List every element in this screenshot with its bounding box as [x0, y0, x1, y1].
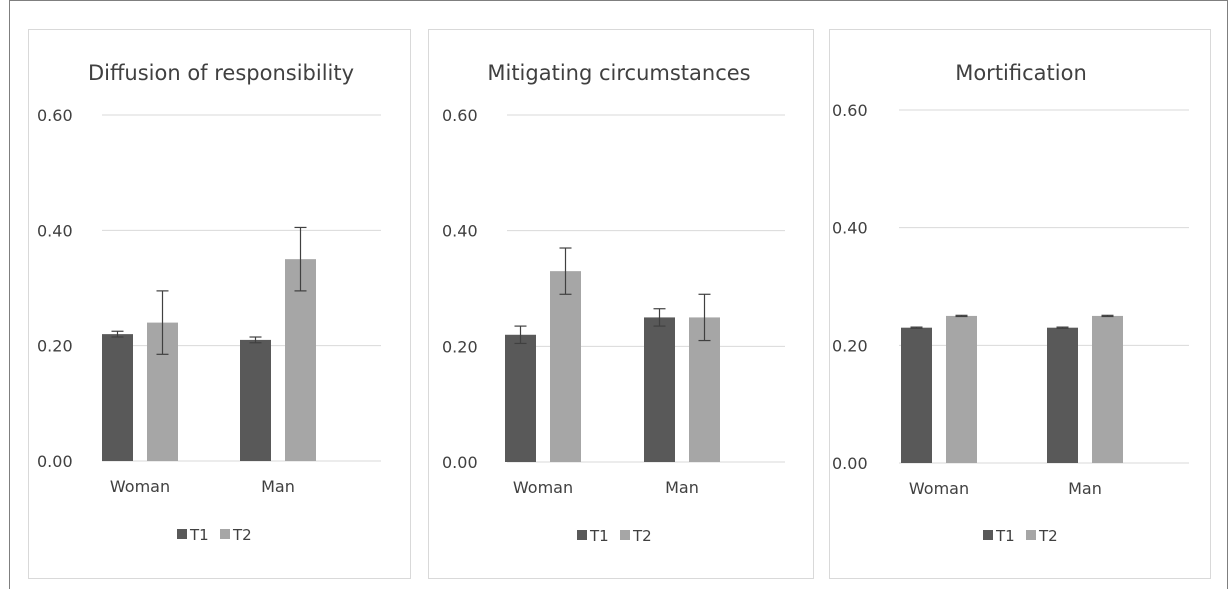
legend-label-t2: T2	[1038, 527, 1058, 545]
y-tick-label: 0.40	[442, 222, 478, 241]
bar-t1-man	[1047, 327, 1078, 463]
x-category-label: Woman	[110, 477, 170, 496]
x-category-label: Woman	[909, 479, 969, 498]
legend-swatch-t2	[1026, 530, 1036, 540]
bar-t2-woman	[550, 271, 581, 462]
bar-t1-woman	[901, 327, 932, 463]
bar-t1-woman	[505, 334, 536, 462]
y-tick-label: 0.60	[832, 101, 868, 120]
y-tick-label: 0.00	[832, 454, 868, 473]
y-tick-label: 0.20	[37, 337, 73, 356]
bar-t2-man	[1092, 315, 1123, 463]
y-tick-label: 0.00	[37, 452, 73, 471]
figure-frame	[9, 0, 1228, 589]
chart-title-mitigating: Mitigating circumstances	[487, 61, 750, 85]
chart-svg-mitigating: Mitigating circumstances 0.00 0.20 0.40 0.60…	[442, 61, 785, 545]
y-tick-label: 0.20	[832, 336, 868, 355]
x-category-label: Man	[1068, 479, 1102, 498]
legend-label-t1: T1	[995, 527, 1015, 545]
bar-t2-man	[689, 317, 720, 462]
x-category-label: Man	[665, 478, 699, 497]
chart-panel-mortification: Mortification 0.00 0.20 0.40 0.60 Woman Man T1 T…	[829, 29, 1211, 579]
y-tick-label: 0.40	[37, 221, 73, 240]
legend-swatch-t1	[177, 529, 187, 539]
x-category-label: Man	[261, 477, 295, 496]
chart-title-diffusion: Diffusion of responsibility	[88, 61, 354, 85]
chart-svg-mortification: Mortification 0.00 0.20 0.40 0.60 Woman Man T1 T…	[832, 61, 1189, 545]
legend-swatch-t1	[983, 530, 993, 540]
chart-svg-diffusion: Diffusion of responsibility 0.00 0.20 0.40 0…	[37, 61, 381, 544]
legend-label-t1: T1	[189, 526, 209, 544]
y-tick-label: 0.60	[442, 106, 478, 125]
bar-t1-man	[644, 317, 675, 462]
legend-label-t2: T2	[232, 526, 252, 544]
legend-label-t2: T2	[632, 527, 652, 545]
x-category-label: Woman	[513, 478, 573, 497]
chart-panel-diffusion: Diffusion of responsibility 0.00 0.20 0.40 0…	[28, 29, 411, 579]
chart-panel-mitigating: Mitigating circumstances 0.00 0.20 0.40 0.60…	[428, 29, 814, 579]
bar-t2-woman	[946, 315, 977, 463]
legend-swatch-t2	[620, 530, 630, 540]
chart-title-mortification: Mortification	[955, 61, 1087, 85]
y-tick-label: 0.40	[832, 219, 868, 238]
y-tick-label: 0.00	[442, 453, 478, 472]
y-tick-label: 0.20	[442, 337, 478, 356]
bar-t1-woman	[102, 334, 133, 461]
legend-label-t1: T1	[589, 527, 609, 545]
legend-swatch-t2	[220, 529, 230, 539]
bar-t2-man	[285, 259, 316, 461]
legend-swatch-t1	[577, 530, 587, 540]
bar-t1-man	[240, 339, 271, 461]
y-tick-label: 0.60	[37, 106, 73, 125]
